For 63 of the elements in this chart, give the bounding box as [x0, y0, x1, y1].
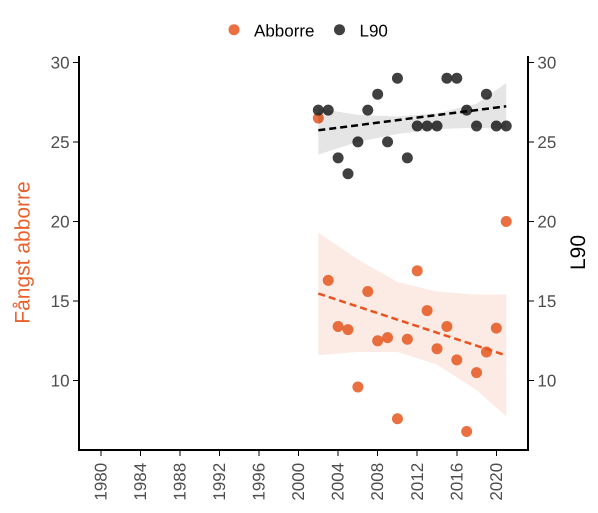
point [432, 343, 443, 354]
point [332, 320, 344, 332]
x-tick-label: 2008 [368, 462, 388, 501]
point [412, 265, 423, 276]
point [402, 334, 413, 345]
point [402, 152, 413, 164]
y-tick-label: 25 [50, 132, 70, 152]
y2-tick-label: 10 [537, 372, 556, 391]
y-tick-label: 20 [50, 212, 70, 232]
point [392, 72, 403, 84]
x-tick-label: 2012 [408, 462, 427, 501]
point [490, 322, 502, 334]
point [432, 120, 443, 132]
point [422, 120, 433, 132]
point [322, 274, 334, 286]
legend-label: L90 [359, 21, 388, 40]
x-tick-label: 2016 [447, 462, 466, 501]
point [471, 120, 482, 132]
x-tick-label: 1980 [91, 462, 110, 501]
point [412, 120, 423, 132]
point [312, 104, 324, 116]
point [461, 426, 472, 437]
x-tick-label: 1996 [250, 462, 269, 501]
point [352, 381, 364, 392]
point [342, 168, 354, 180]
point [500, 216, 512, 227]
point [362, 286, 374, 297]
y2-tick-label: 20 [537, 212, 556, 232]
y2-tick-label: 30 [537, 53, 556, 72]
point [322, 104, 334, 116]
point [342, 324, 354, 336]
point [490, 120, 502, 132]
point [451, 354, 462, 366]
legend-label: Abborre [254, 21, 314, 40]
point [372, 88, 384, 100]
point [392, 413, 403, 424]
point [362, 104, 374, 116]
point [441, 72, 452, 84]
point [441, 320, 452, 332]
x-tick-label: 2020 [486, 462, 506, 501]
point [471, 367, 482, 378]
x-tick-label: 1988 [170, 462, 190, 501]
point [451, 72, 462, 84]
x-tick-label: 2000 [289, 462, 308, 501]
point [372, 335, 384, 346]
line-series [317, 105, 508, 132]
y-tick-label: 30 [50, 53, 70, 72]
point [382, 136, 394, 148]
point [480, 88, 492, 100]
point [382, 332, 394, 344]
y2-tick-label: 15 [537, 292, 556, 311]
x-tick-label: 1984 [130, 462, 150, 501]
y2-tick-label: 25 [537, 132, 556, 152]
y2-axis-title: L90 [567, 234, 590, 270]
point [422, 305, 433, 316]
x-tick-label: 1992 [210, 462, 229, 501]
y-tick-label: 15 [50, 292, 70, 311]
point [352, 136, 364, 148]
point [332, 152, 344, 164]
x-tick-label: 2004 [328, 462, 348, 501]
y-tick-label: 10 [50, 372, 70, 391]
point [500, 120, 512, 132]
y-axis-title: Fångst abborre [11, 181, 34, 324]
